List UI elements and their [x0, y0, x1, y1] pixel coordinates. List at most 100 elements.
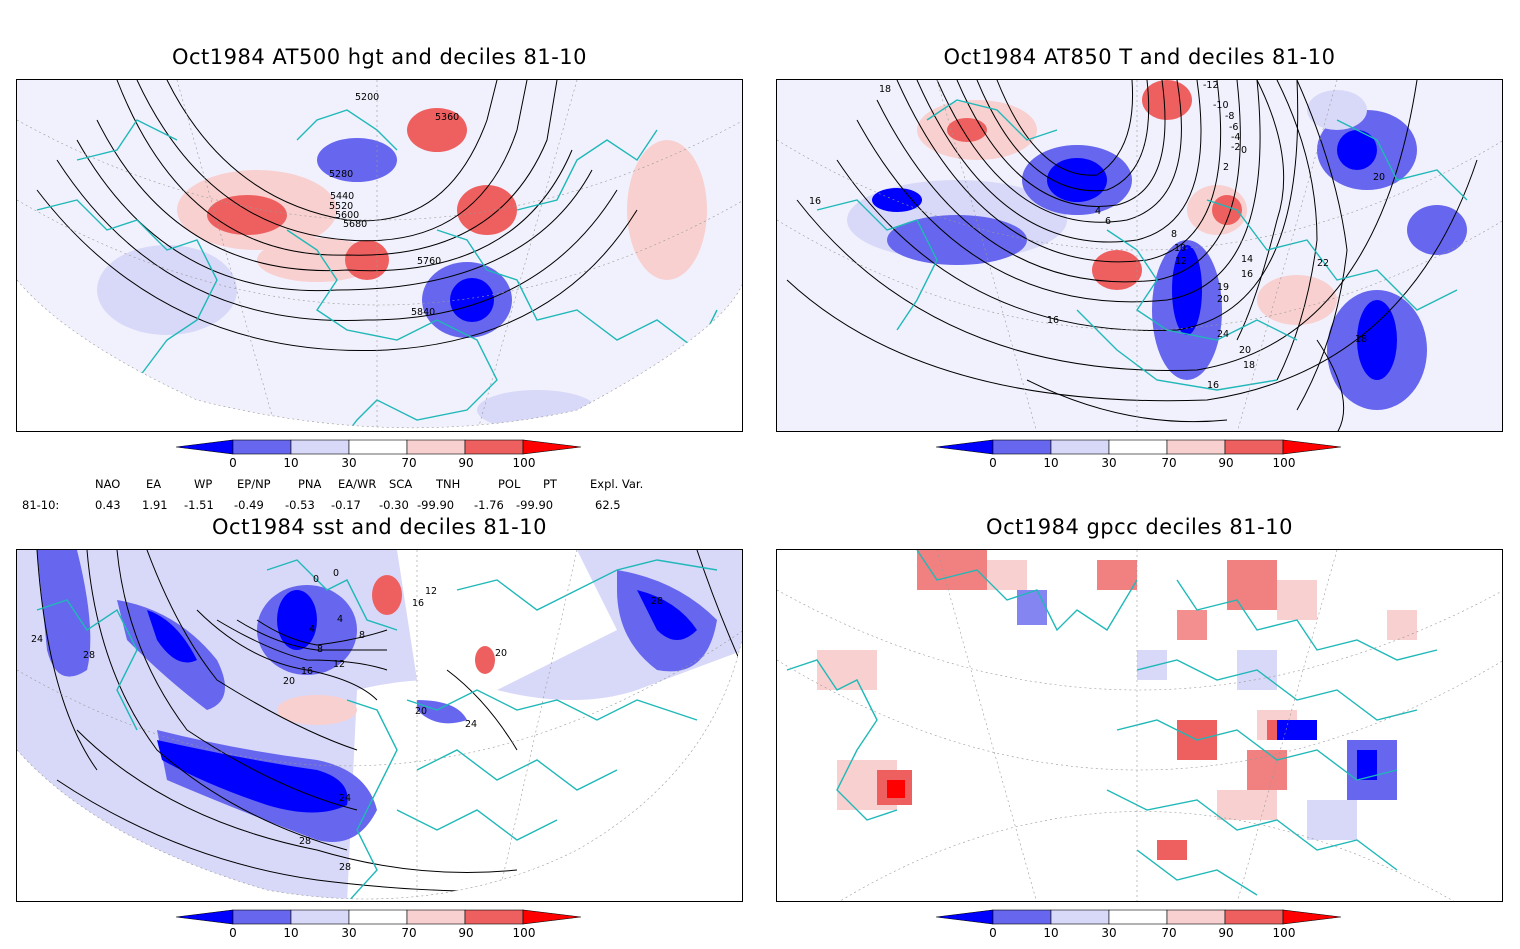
- colorbar-label: 100: [512, 456, 536, 470]
- colorbar-gpcc: 0 10 30 70 90 100: [935, 909, 1356, 949]
- map-panel-sst: 0 0 4 4 8 8 12 16 20 24 24 28 28 28 28 2…: [16, 549, 743, 902]
- contour-label: 16: [412, 598, 424, 609]
- shade-red-2: [1142, 80, 1192, 120]
- colorbar-box: [992, 909, 1052, 925]
- colorbar-label: 10: [283, 926, 299, 940]
- colorbar-box: [406, 439, 466, 455]
- index-header: SCA: [389, 477, 413, 491]
- index-value: -0.17: [331, 498, 361, 512]
- colorbar-label: 30: [341, 926, 357, 940]
- colorbar-box: [1166, 439, 1226, 455]
- colorbar-box: [290, 439, 350, 455]
- contour-label: 24: [465, 719, 477, 730]
- colorbar-label: 10: [1043, 926, 1059, 940]
- colorbar-swatches: [935, 909, 1342, 925]
- shade-dkblue: [450, 278, 494, 322]
- shade-lt-red-3: [1257, 275, 1337, 325]
- colorbar-label: 70: [1161, 926, 1177, 940]
- colorbar-label: 100: [512, 926, 536, 940]
- shade-blue: [887, 215, 1027, 265]
- colorbar-label: 0: [229, 926, 237, 940]
- contour-label: 24: [339, 793, 351, 804]
- colorbar-box: [1224, 909, 1284, 925]
- contour-label: 18: [1355, 334, 1367, 345]
- contour-label: 20: [415, 706, 427, 717]
- index-value: -1.76: [474, 498, 504, 512]
- contour-label: 16: [809, 196, 821, 207]
- colorbar-label: 70: [401, 456, 417, 470]
- contour-label: 16: [1241, 269, 1253, 280]
- colorbar-end-triangle: [935, 909, 994, 925]
- contour-label: 4: [1095, 206, 1101, 217]
- land-mask-2: [397, 550, 617, 690]
- shade-red-2: [475, 646, 495, 674]
- colorbar-end-triangle: [175, 909, 234, 925]
- map-panel-at500: 5200 5360 5280 5440 5520 5600 5680 5760 …: [16, 79, 743, 432]
- map-panel-gpcc: [776, 549, 1503, 902]
- index-header: WP: [194, 477, 213, 491]
- contour-label: 20: [495, 648, 507, 659]
- index-value: -0.49: [234, 498, 264, 512]
- shade-dkblue-3: [277, 590, 317, 650]
- contour-label: 8: [359, 630, 365, 641]
- colorbar-label: 10: [283, 456, 299, 470]
- colorbar-box: [1050, 439, 1110, 455]
- map-panel-at850: 18 16 -12 -10 -8 -6 -4 -2 0 2 4 6 8 10 1…: [776, 79, 1503, 432]
- panel-title-at500: Oct1984 AT500 hgt and deciles 81-10: [171, 45, 587, 69]
- contour-label: 5200: [355, 92, 379, 103]
- contour-label: 8: [1171, 229, 1177, 240]
- colorbar-box: [406, 909, 466, 925]
- shade-blue-5: [1407, 205, 1467, 255]
- shade-lt-blue: [97, 245, 237, 335]
- colorbar-sst: 0 10 30 70 90 100: [175, 909, 596, 949]
- contour-label: 28: [339, 862, 351, 873]
- index-value: 1.91: [142, 498, 168, 512]
- colorbar-label: 70: [1161, 456, 1177, 470]
- index-header: PNA: [298, 477, 322, 491]
- contour-label: 20: [1373, 172, 1385, 183]
- contour-label: 24: [1217, 329, 1229, 340]
- contour-label: 6: [1105, 216, 1111, 227]
- index-header: TNH: [436, 477, 461, 491]
- index-header: EP/NP: [237, 477, 271, 491]
- shade-blue: [37, 550, 91, 677]
- panel-title-sst: Oct1984 sst and deciles 81-10: [212, 515, 547, 539]
- shade-lt-red: [277, 695, 357, 725]
- contour-label: 5840: [411, 307, 435, 318]
- shade-dkblue-3: [1172, 245, 1202, 335]
- contour-label: 0: [1241, 145, 1247, 156]
- index-value: -0.30: [379, 498, 409, 512]
- index-value: -0.53: [285, 498, 315, 512]
- contour-label: 20: [1239, 345, 1251, 356]
- contour-label: 12: [1175, 256, 1187, 267]
- index-row-label: 81-10:: [22, 498, 60, 512]
- shade-lt-blue-2: [477, 390, 597, 428]
- contour-label: 4: [337, 614, 343, 625]
- shade-lt-red-2: [257, 238, 377, 282]
- shade-red-3: [1212, 195, 1242, 225]
- contour-label: 28: [299, 836, 311, 847]
- colorbar-label: 30: [1101, 456, 1117, 470]
- contour-label: 5680: [343, 219, 367, 230]
- colorbar-label: 90: [458, 456, 474, 470]
- contour-label: 5760: [417, 256, 441, 267]
- colorbar-box: [464, 909, 524, 925]
- shade-red: [947, 118, 987, 142]
- shade-lt-blue-2: [1307, 90, 1367, 130]
- panel-title-gpcc: Oct1984 gpcc deciles 81-10: [986, 515, 1293, 539]
- colorbar-label: 70: [401, 926, 417, 940]
- contour-label: 18: [879, 84, 891, 95]
- colorbar-end-triangle: [522, 439, 582, 455]
- contour-label: 20: [283, 676, 295, 687]
- colorbar-label: 90: [458, 926, 474, 940]
- contour-label: 20: [1217, 294, 1229, 305]
- contour-label: 5360: [435, 112, 459, 123]
- colorbar-end-triangle: [935, 439, 994, 455]
- index-header: PT: [543, 477, 557, 491]
- contour-label: 8: [317, 644, 323, 655]
- contour-label: -6: [1229, 122, 1238, 133]
- colorbar-label: 0: [989, 926, 997, 940]
- colorbar-end-triangle: [522, 909, 582, 925]
- colorbar-swatches: [175, 909, 582, 925]
- colorbar-swatches: [935, 439, 1342, 455]
